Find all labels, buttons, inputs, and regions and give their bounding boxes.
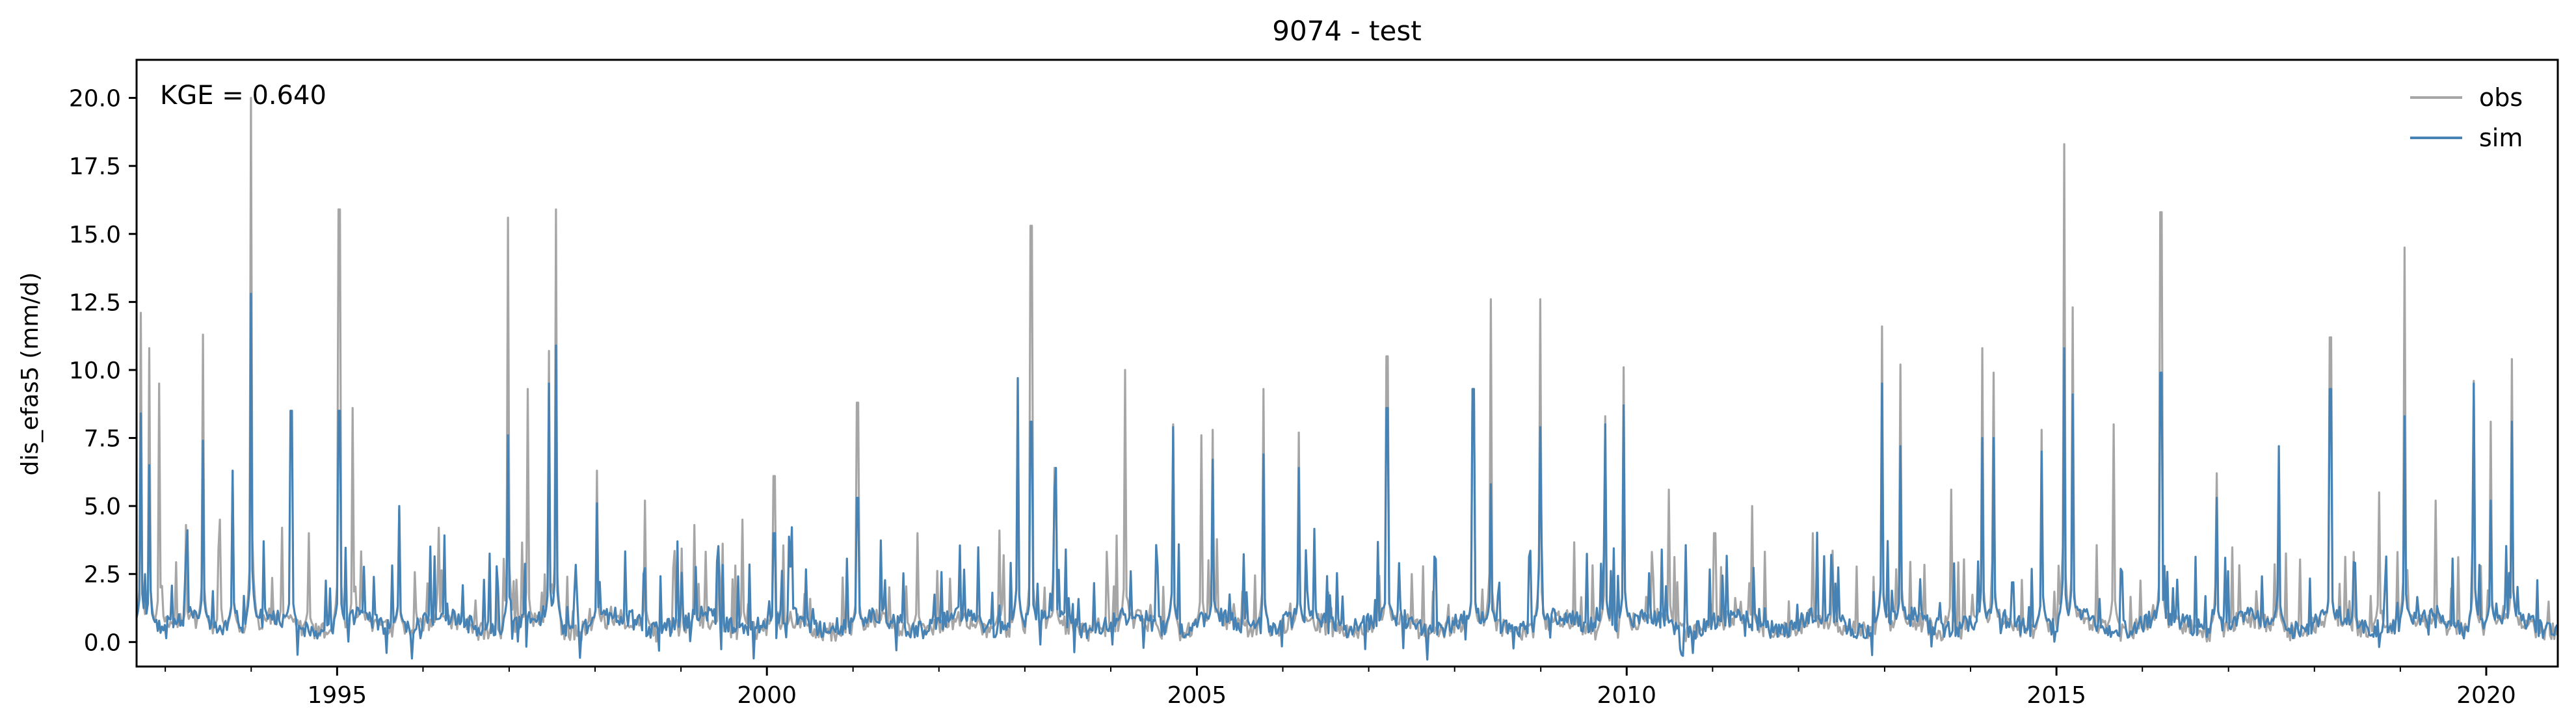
y-tick-label: 17.5 — [69, 153, 121, 180]
legend: obs sim — [2410, 83, 2523, 152]
series-layer — [137, 97, 2558, 661]
chart-title: 9074 - test — [1272, 15, 1421, 47]
y-tick-label: 2.5 — [84, 562, 121, 588]
x-axis-ticks: 1995 2000 2005 2010 2015 2020 — [165, 667, 2516, 709]
plot-frame — [135, 59, 2559, 668]
plot-area: 0.0 2.5 5.0 7.5 10.0 12.5 15.0 17.5 20.0 1995 200… — [69, 59, 2559, 709]
y-tick-label: 15.0 — [69, 222, 121, 248]
y-tick-label: 5.0 — [84, 494, 121, 520]
legend-label-obs: obs — [2479, 83, 2523, 112]
series-line-sim — [137, 293, 2558, 661]
y-tick-label: 20.0 — [69, 86, 121, 112]
x-tick-label: 2000 — [737, 682, 797, 709]
x-tick-label: 1995 — [308, 682, 367, 709]
y-tick-label: 12.5 — [69, 289, 121, 316]
y-tick-label: 10.0 — [69, 358, 121, 384]
series-line-obs — [137, 97, 2558, 643]
x-tick-label: 2015 — [2026, 682, 2086, 709]
x-tick-label: 2020 — [2456, 682, 2516, 709]
y-tick-label: 0.0 — [84, 629, 121, 656]
x-tick-label: 2005 — [1167, 682, 1227, 709]
kge-annotation: KGE = 0.640 — [160, 81, 326, 111]
legend-label-sim: sim — [2479, 124, 2523, 152]
y-axis-ticks: 0.0 2.5 5.0 7.5 10.0 12.5 15.0 17.5 20.0 — [69, 86, 137, 656]
y-axis-label: dis_efas5 (mm/d) — [17, 272, 44, 476]
y-tick-label: 7.5 — [84, 426, 121, 453]
x-tick-label: 2010 — [1597, 682, 1656, 709]
